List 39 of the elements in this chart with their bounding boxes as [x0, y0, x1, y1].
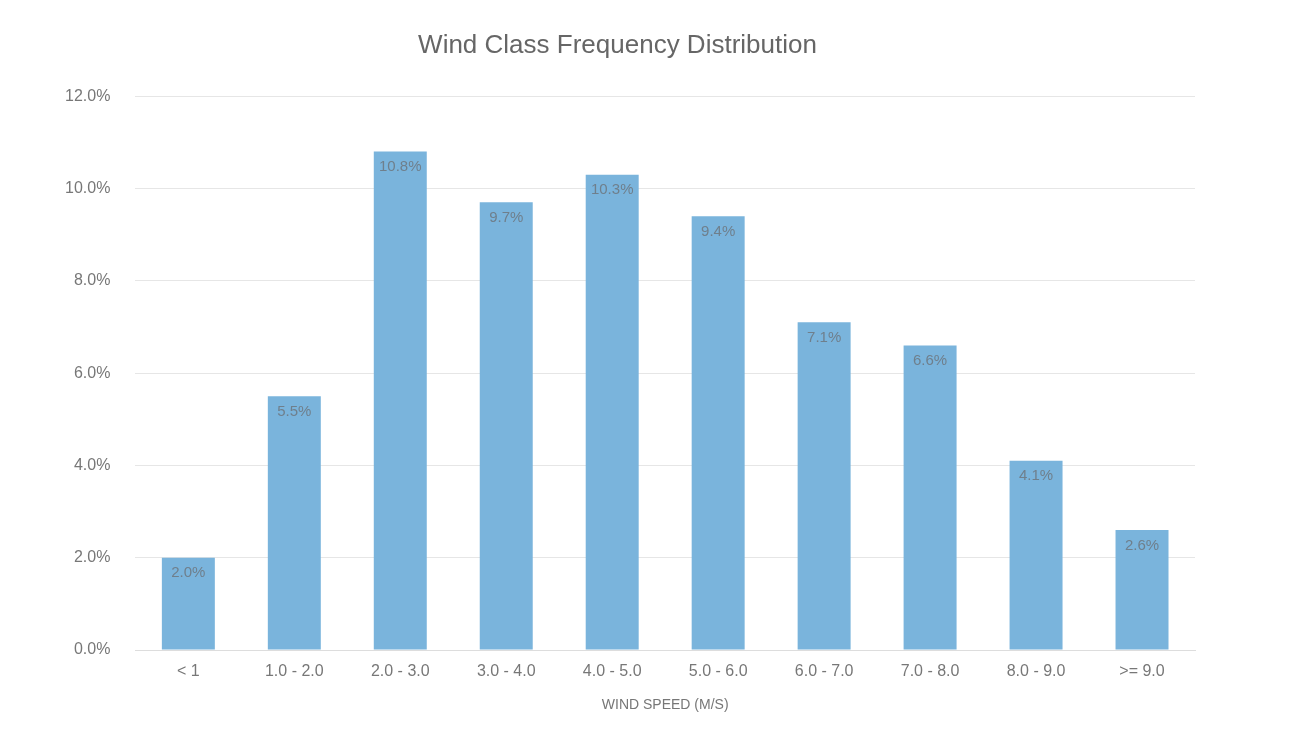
x-tick-label: >= 9.0	[1119, 662, 1165, 680]
x-tick-label: 6.0 - 7.0	[794, 662, 854, 680]
y-tick-label: 2.0%	[73, 548, 111, 566]
x-tick-label: 2.0 - 3.0	[370, 662, 430, 680]
bar	[479, 202, 533, 650]
data-label: 7.1%	[807, 327, 842, 345]
bar	[373, 151, 427, 650]
y-tick-label: 10.0%	[64, 178, 111, 196]
data-label: 4.1%	[1018, 466, 1054, 484]
data-label: 9.7%	[489, 207, 524, 225]
data-label: 2.6%	[1124, 535, 1160, 553]
data-label: 10.3%	[590, 180, 634, 198]
x-tick-label: 5.0 - 6.0	[688, 662, 748, 680]
y-tick-label: 0.0%	[73, 640, 111, 658]
x-axis-title: WIND SPEED (M/S)	[601, 696, 729, 713]
y-tick-label: 6.0%	[73, 363, 111, 381]
y-tick-label: 12.0%	[64, 86, 111, 104]
bar	[161, 557, 215, 650]
y-tick-label: 8.0%	[73, 271, 111, 289]
x-tick-label: 1.0 - 2.0	[264, 662, 324, 680]
y-tick-label: 4.0%	[73, 455, 111, 473]
bar	[1115, 530, 1169, 650]
x-tick-label: < 1	[177, 662, 200, 680]
x-tick-label: 4.0 - 5.0	[582, 662, 642, 680]
x-tick-label: 3.0 - 4.0	[476, 662, 536, 680]
data-label: 10.8%	[379, 157, 422, 175]
chart-title: Wind Class Frequency Distribution	[418, 28, 817, 59]
bar	[585, 174, 639, 650]
data-label: 5.5%	[277, 401, 312, 419]
x-tick-label: 7.0 - 8.0	[900, 662, 960, 680]
bar	[267, 396, 321, 650]
x-tick-label: 8.0 - 9.0	[1006, 662, 1066, 680]
data-label: 2.0%	[171, 563, 206, 581]
data-label: 6.6%	[912, 351, 948, 369]
bar	[903, 345, 957, 650]
bar	[797, 322, 851, 650]
bar	[1009, 460, 1063, 650]
bar	[691, 216, 745, 650]
data-label: 9.4%	[701, 221, 736, 239]
